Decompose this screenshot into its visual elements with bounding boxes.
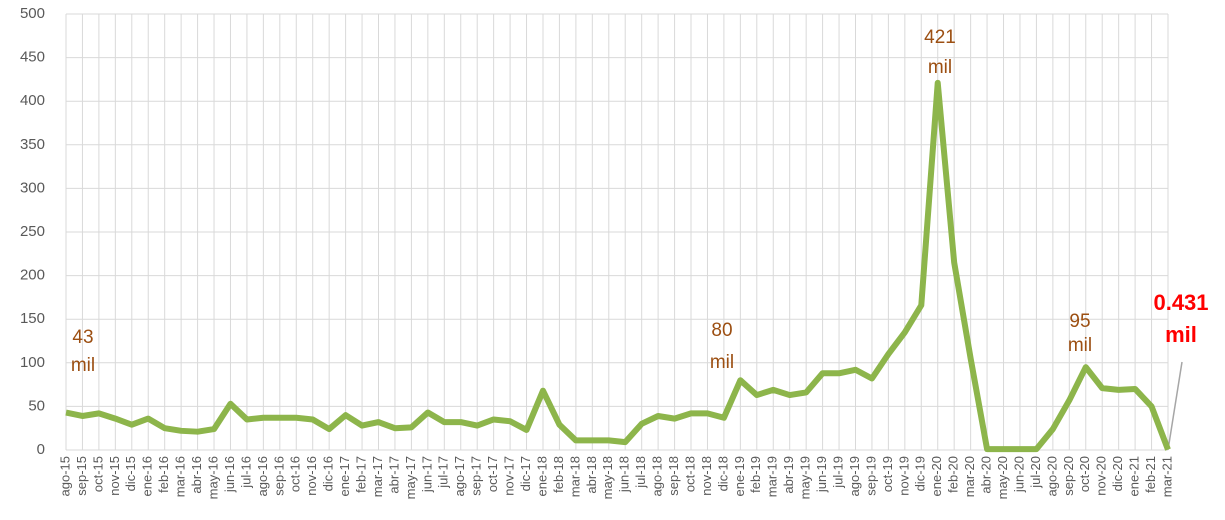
x-tick-label: may-20 [995, 456, 1010, 499]
y-tick-label: 300 [20, 179, 45, 196]
x-tick-label: nov-18 [699, 456, 714, 496]
y-tick-label: 0 [37, 441, 45, 458]
x-tick-label: sep-17 [469, 456, 484, 496]
x-tick-label: dic-16 [321, 456, 336, 491]
x-tick-label: sep-18 [666, 456, 681, 496]
x-tick-label: feb-20 [946, 456, 961, 493]
x-tick-label: dic-20 [1110, 456, 1125, 491]
x-tick-label: feb-19 [748, 456, 763, 493]
x-tick-label: oct-15 [90, 456, 105, 492]
x-tick-label: ene-20 [929, 456, 944, 496]
x-tick-label: mar-19 [765, 456, 780, 497]
x-tick-label: ene-21 [1127, 456, 1142, 496]
x-tick-label: jun-20 [1011, 456, 1026, 493]
y-tick-label: 400 [20, 92, 45, 109]
x-tick-label: mar-18 [567, 456, 582, 497]
x-tick-label: ago-15 [57, 456, 72, 496]
x-tick-label: nov-19 [896, 456, 911, 496]
x-tick-label: ago-18 [650, 456, 665, 496]
x-tick-label: oct-16 [288, 456, 303, 492]
x-tick-label: nov-20 [1094, 456, 1109, 496]
x-tick-label: ago-20 [1044, 456, 1059, 496]
x-tick-label: jul-17 [436, 456, 451, 489]
x-tick-label: abr-18 [584, 456, 599, 494]
annotation: mil [1165, 322, 1197, 347]
annotation: 95 [1069, 311, 1090, 332]
annotation: 421 [924, 27, 956, 48]
x-tick-label: mar-20 [962, 456, 977, 497]
x-tick-label: may-19 [798, 456, 813, 499]
x-tick-label: oct-17 [485, 456, 500, 492]
annotation: mil [1068, 335, 1092, 356]
leader-line [1167, 361, 1183, 451]
x-tick-label: mar-16 [173, 456, 188, 497]
x-tick-label: nov-17 [502, 456, 517, 496]
x-tick-label: oct-18 [682, 456, 697, 492]
x-tick-label: sep-20 [1061, 456, 1076, 496]
x-tick-label: dic-17 [518, 456, 533, 491]
x-tick-label: abr-19 [781, 456, 796, 494]
x-tick-label: ene-19 [732, 456, 747, 496]
x-tick-label: feb-21 [1143, 456, 1158, 493]
y-tick-label: 450 [20, 49, 45, 66]
x-tick-label: ago-17 [452, 456, 467, 496]
x-tick-label: oct-20 [1077, 456, 1092, 492]
x-tick-label: jul-20 [1028, 456, 1043, 489]
y-tick-label: 350 [20, 136, 45, 153]
x-tick-label: may-18 [600, 456, 615, 499]
annotation: mil [71, 355, 95, 376]
x-tick-label: jun-18 [617, 456, 632, 493]
x-tick-label: jul-19 [830, 456, 845, 489]
y-tick-label: 250 [20, 223, 45, 240]
x-tick-label: feb-18 [551, 456, 566, 493]
x-tick-label: sep-15 [74, 456, 89, 496]
x-tick-label: abr-20 [979, 456, 994, 494]
x-tick-label: sep-16 [271, 456, 286, 496]
x-tick-label: ago-16 [255, 456, 270, 496]
x-tick-label: nov-16 [304, 456, 319, 496]
x-tick-label: mar-17 [370, 456, 385, 497]
x-tick-label: jun-17 [419, 456, 434, 493]
x-tick-label: jul-18 [633, 456, 648, 489]
annotation: mil [928, 57, 952, 78]
y-tick-label: 50 [28, 397, 45, 414]
x-tick-label: dic-19 [913, 456, 928, 491]
x-tick-label: mar-21 [1159, 456, 1174, 497]
x-tick-label: feb-17 [353, 456, 368, 493]
x-tick-label: dic-15 [123, 456, 138, 491]
x-tick-label: feb-16 [156, 456, 171, 493]
x-tick-label: abr-16 [189, 456, 204, 494]
y-tick-label: 500 [20, 5, 45, 22]
x-tick-label: may-17 [403, 456, 418, 499]
x-tick-label: may-16 [205, 456, 220, 499]
y-tick-label: 200 [20, 267, 45, 284]
x-tick-label: ene-18 [534, 456, 549, 496]
y-tick-label: 150 [20, 310, 45, 327]
annotation: 80 [711, 320, 732, 341]
line [65, 79, 1171, 453]
x-tick-label: jun-19 [814, 456, 829, 493]
x-tick-label: jul-16 [238, 456, 253, 489]
y-tick-label: 100 [20, 354, 45, 371]
x-tick-label: oct-19 [880, 456, 895, 492]
x-tick-label: abr-17 [386, 456, 401, 494]
x-tick-label: nov-15 [107, 456, 122, 496]
annotation: mil [710, 352, 734, 373]
x-tick-label: ene-16 [140, 456, 155, 496]
annotation: 0.431 [1153, 290, 1208, 315]
x-tick-label: sep-19 [863, 456, 878, 496]
x-tick-label: dic-18 [715, 456, 730, 491]
x-tick-label: ago-19 [847, 456, 862, 496]
annotation: 43 [72, 327, 93, 348]
x-tick-label: jun-16 [222, 456, 237, 493]
x-tick-label: ene-17 [337, 456, 352, 496]
